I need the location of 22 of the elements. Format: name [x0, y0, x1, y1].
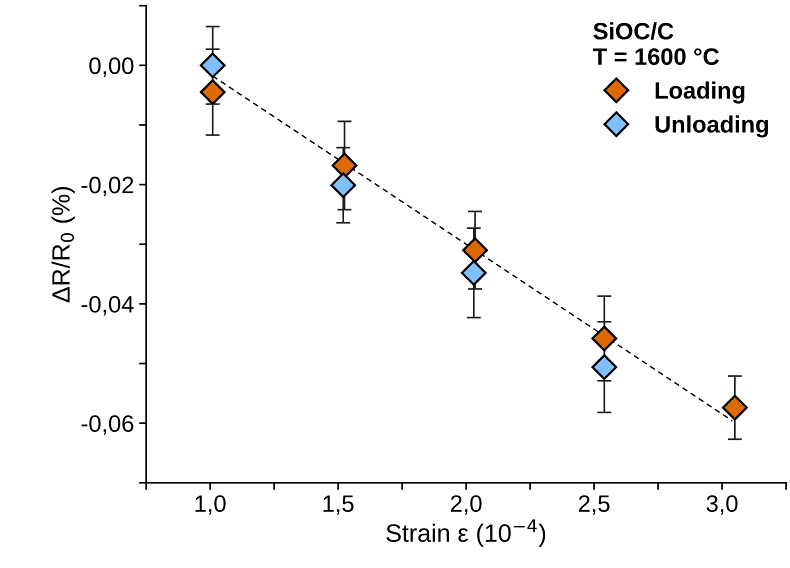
- x-tick-label: 1,5: [324, 495, 354, 515]
- legend-title: SiOC/C T = 1600 °C: [592, 22, 719, 65]
- point: [462, 237, 488, 264]
- x-tick-label: 3,0: [706, 495, 738, 515]
- x-tick-label: 2,5: [578, 495, 610, 515]
- point: [591, 326, 618, 352]
- legend-label: Loading: [656, 81, 744, 104]
- y-tick-label: -0,06: [82, 415, 134, 435]
- point: [460, 260, 487, 286]
- point: [330, 172, 356, 198]
- x-tick-label: 2,0: [450, 495, 482, 515]
- point: [722, 394, 748, 421]
- y-tick-label: -0,02: [82, 176, 134, 196]
- y-tick-label: -0,04: [82, 296, 134, 316]
- point: [200, 52, 226, 78]
- x-axis-title: Strain ε (10$^{−4}$): [386, 519, 546, 547]
- x-tick-label: 1,0: [196, 495, 226, 515]
- point: [591, 354, 618, 380]
- point: [200, 79, 226, 106]
- y-axis-title: ΔR/R$_{0}$ (%): [51, 187, 75, 302]
- legend-label: Unloading: [656, 115, 768, 138]
- y-tick-label: 0,00: [89, 57, 134, 77]
